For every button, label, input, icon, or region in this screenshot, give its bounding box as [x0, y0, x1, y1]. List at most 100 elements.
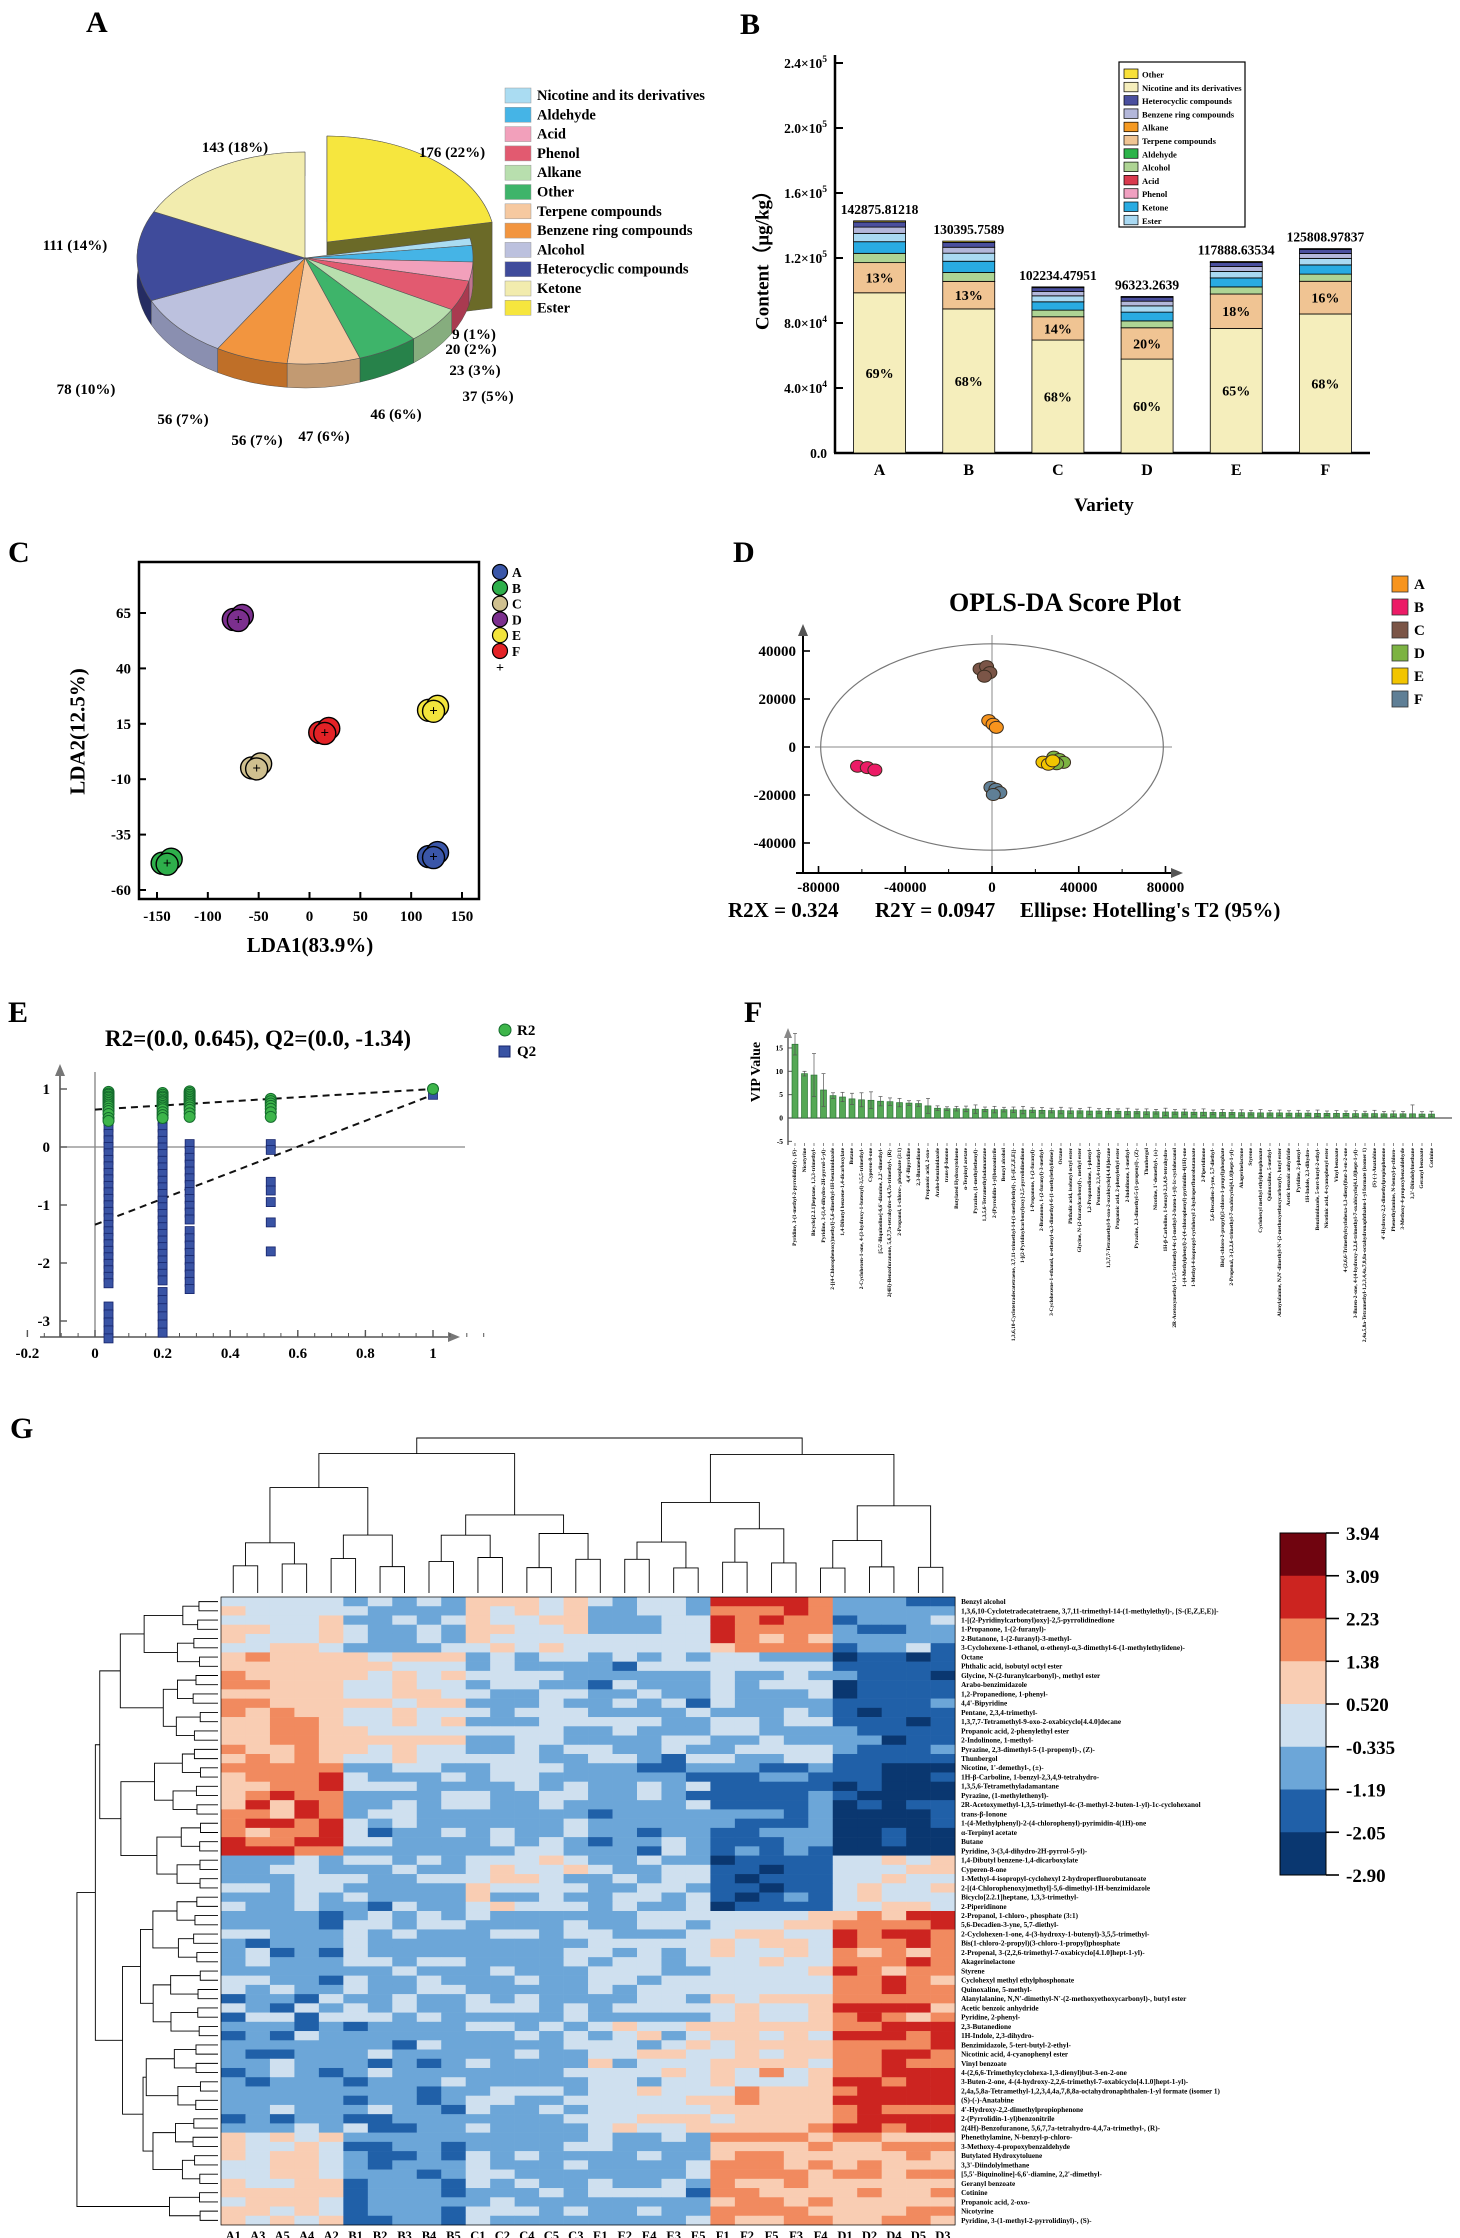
f-x-tick-label: Cyperen-8-one [868, 1148, 874, 1183]
legend-swatch [504, 145, 532, 162]
b-bar-segment [1299, 248, 1352, 250]
e-regression-lines [94, 1088, 434, 1226]
e-x-tick: 1 [429, 1346, 437, 1362]
row-label: 2-Propanol, 1-chloro-, phosphate (3:1) [961, 1912, 1079, 1920]
b-bar-segment [853, 226, 906, 234]
legend-swatch [504, 87, 532, 104]
e-x-tick: -0.2 [16, 1346, 40, 1362]
b-x-tick: B [963, 462, 974, 479]
row-label: α-Terpinyl acetate [961, 1829, 1017, 1837]
c-centroid-marker: + [429, 850, 438, 866]
c-x-tick: 100 [400, 909, 423, 925]
f-x-tick-label: Akagerinelactone [1238, 1148, 1245, 1189]
e-y-tick: -2 [38, 1256, 51, 1272]
row-label: 1,3,6,10-Cyclotetradecatetraene, 3,7,11-… [961, 1607, 1219, 1615]
pie-slice-ketone [153, 151, 306, 259]
c-axes: -150 -100 -50 0 50 100 150 65 40 15 -10 -35 -60 [111, 560, 481, 925]
column-label: D2 [862, 2229, 877, 2238]
row-label: Phenethylamine, N-benzyl-p-chloro- [961, 2134, 1073, 2142]
b-pct-terpene: 16% [1311, 292, 1339, 307]
f-y-tick: -5 [777, 1137, 783, 1146]
b-pct-nicotine: 60% [1133, 400, 1161, 415]
b-total-label: 102234.47951 [1019, 268, 1097, 283]
colorbar-tick: -1.19 [1346, 1781, 1386, 1802]
legend-label: Ketone [1142, 203, 1168, 213]
row-label: 2-Piperidinone [961, 1903, 1007, 1911]
row-label: 4-(2,6,6-Trimethylcyclohexa-1,3-dienyl)b… [961, 2069, 1127, 2077]
legend-label: E [1414, 669, 1424, 685]
f-x-tick-label: 2-Cyclohexen-1-one, 4-(3-hydroxy-1-buten… [858, 1148, 865, 1290]
b-bar-segment [1209, 277, 1263, 288]
f-bars [791, 1043, 1435, 1119]
e-x-tick: 0.4 [221, 1346, 240, 1362]
row-label: 1,3,7,7-Tetramethyl-9-oxo-2-oxabicyclo[4… [961, 1718, 1121, 1726]
row-label: Pyridine, 3-(1-methyl-2-pyrrolidinyl)-, … [961, 2217, 1092, 2225]
c-points: + + + + + + [150, 603, 450, 876]
row-label: Pyridine, 3-(3,4-dihydro-2H-pyrrol-5-yl)… [961, 1847, 1088, 1855]
row-label: 2,4a,5,8a-Tetramethyl-1,2,3,4,4a,7,8,8a-… [961, 2087, 1220, 2095]
legend-label: Alkane [1142, 123, 1168, 133]
pie-label: 56 (7%) [231, 433, 282, 449]
pie-label: 78 (10%) [57, 382, 116, 398]
f-x-tick-label: 1,3,5,6-Tetramethyladamantane [982, 1148, 988, 1222]
f-x-tick-label: Quinoxaline, 5-methyl- [1267, 1148, 1273, 1202]
legend-label: Benzene ring compounds [537, 223, 693, 239]
lda-scatter-panel: -150 -100 -50 0 50 100 150654015-10-35-60+++++… [111, 560, 522, 925]
d-y-tick: -40000 [754, 836, 797, 852]
b-y-axis-label: Content（μg/kg） [752, 180, 774, 331]
legend-label: Ester [1142, 216, 1162, 226]
f-x-tick-label: Propanoic acid, 2-phenylethyl ester [1115, 1148, 1121, 1230]
b-pct-terpene: 18% [1222, 305, 1250, 320]
row-label: Vinyl benzoate [961, 2060, 1006, 2068]
colorbar-tick: 3.09 [1346, 1567, 1379, 1588]
f-x-tick-label: 1-Methyl-4-isopropyl-cyclohexyl 2-hydrop… [1191, 1148, 1197, 1287]
legend-swatch [504, 261, 532, 277]
row-label: 4'-Hydroxy-2,2-dimethylpropiophenone [961, 2106, 1083, 2114]
b-pct-terpene: 14% [1044, 322, 1072, 337]
f-x-tick-label: 2R-Acetoxymethyl-1,3,5-trimethyl-4c-(3-m… [1172, 1148, 1178, 1328]
legend-swatch [1123, 148, 1139, 159]
b-pct-nicotine: 68% [955, 375, 983, 390]
legend-label: Ester [537, 300, 571, 316]
f-y-tick: 10 [776, 1067, 784, 1076]
legend-swatch [1123, 81, 1139, 93]
legend-centroid: + [496, 661, 504, 676]
column-label: F4 [814, 2229, 829, 2238]
legend-label: Benzene ring compounds [1142, 109, 1235, 119]
panel-label-d: D [733, 536, 755, 569]
f-x-tick-label: 4'-Hydroxy-2,2-dimethylpropiophenone [1381, 1148, 1387, 1240]
f-x-tick-label: 1-[(2-Pyridinylcarbonyl)oxy]-2,5-pyrroli… [1020, 1148, 1026, 1264]
f-x-tick-label: 1-Propanone, 1-(2-furanyl)- [1029, 1148, 1036, 1212]
e-x-tick: 0.2 [153, 1346, 172, 1362]
heatmap-panel: Benzyl alcohol1,3,6,10-Cyclotetradecatet… [76, 1437, 1395, 2238]
legend-label: D [1414, 646, 1425, 662]
b-bar-segment [853, 232, 906, 243]
b-bar-segment [1299, 273, 1352, 282]
row-label: 1H-β-Carboline, 1-benzyl-2,3,4,9-tetrahy… [961, 1773, 1100, 1781]
f-x-tick-label: Alanylalanine, N,N'-dimethyl-N'-(2-metho… [1276, 1148, 1283, 1317]
legend-label: B [1414, 600, 1424, 616]
legend-swatch [1123, 188, 1139, 199]
column-label: F2 [740, 2229, 754, 2238]
f-x-tick-label: Cotinine [1428, 1148, 1435, 1168]
b-y-tick: 1.6×105 [784, 185, 827, 201]
pie-label: 9 (1%) [452, 327, 496, 343]
legend-swatch [504, 300, 532, 316]
legend-label: R2 [517, 1023, 535, 1039]
legend-swatch [504, 164, 532, 181]
column-label: E3 [666, 2229, 681, 2238]
legend-swatch [491, 595, 509, 612]
column-label: C5 [544, 2229, 559, 2238]
oplsda-scatter-panel: -80000 -40000 0 40000 80000 -40000 -20000 0 2000… [754, 575, 1425, 896]
d-y-tick: -20000 [754, 788, 797, 804]
legend-swatch [1123, 161, 1139, 172]
b-bar-segment [1209, 293, 1263, 329]
legend-label: Other [1142, 70, 1164, 80]
column-label: A5 [275, 2229, 290, 2238]
panel-label-a: A [86, 6, 108, 39]
legend-label: Ketone [537, 281, 582, 297]
panel-label-c: C [8, 536, 30, 569]
c-y-tick: -10 [111, 772, 131, 788]
row-label: 3-Buten-2-one, 4-(4-hydroxy-2,2,6-trimet… [961, 2078, 1189, 2086]
